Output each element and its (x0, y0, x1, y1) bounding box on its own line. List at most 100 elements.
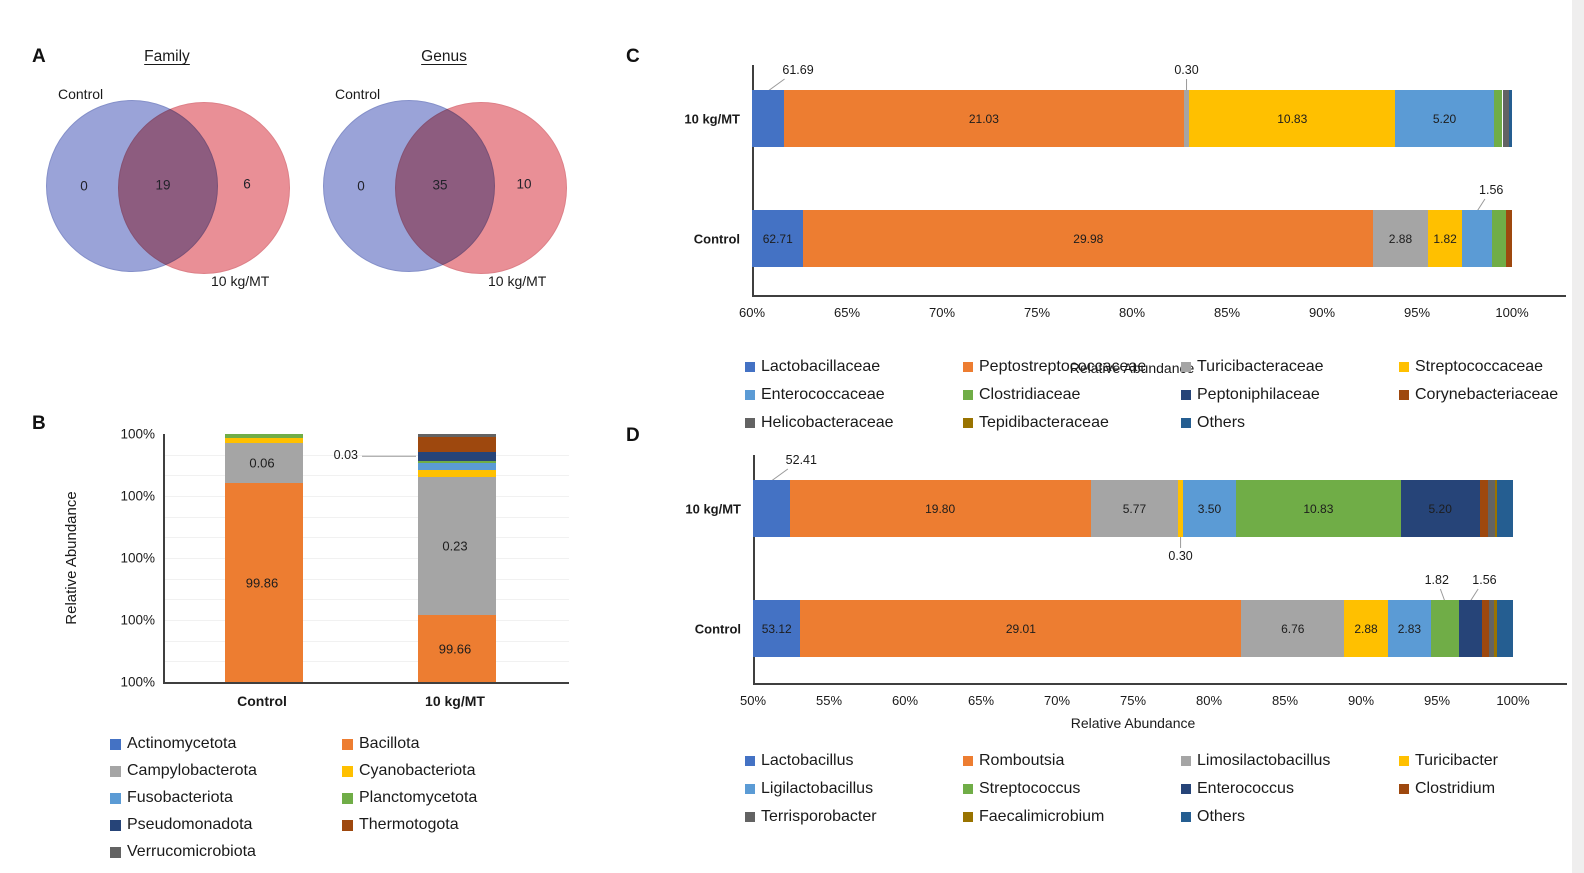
venn-family-left-label: Control (58, 86, 104, 102)
x-axis-tick-label: 65% (833, 305, 861, 320)
bar-segment-green (1236, 480, 1401, 537)
y-axis-tick-label: 100% (120, 426, 155, 442)
legend-item-label: Fusobacteriota (127, 789, 233, 806)
row-label-control: Control (693, 231, 740, 246)
legend-item-label: Verrucomicrobiota (127, 843, 256, 860)
x-axis-tick-label: 75% (1023, 305, 1051, 320)
legend-item-peptostreptococcaceae: Peptostreptococcaceae (963, 358, 1181, 376)
bar-segment-orange (789, 480, 1091, 537)
legend-item-fusobacteriota: Fusobacteriota (110, 789, 342, 807)
legend-swatch-icon (342, 738, 353, 750)
venn-family-right-count: 6 (243, 176, 251, 192)
legend-swatch-icon (1181, 362, 1191, 372)
bar-segment-navy (418, 451, 496, 461)
y-axis-tick-label: 100% (120, 550, 155, 566)
category-label-control: Control (237, 693, 287, 709)
legend-item-label: Clostridiaceae (979, 386, 1081, 403)
legend-swatch-icon (963, 756, 973, 766)
legend-swatch-icon (342, 819, 353, 831)
legend-swatch-icon (1399, 756, 1409, 766)
legend-item-label: Tepidibacteraceae (979, 414, 1109, 431)
y-axis-tick-label: 100% (120, 488, 155, 504)
legend-swatch-icon (963, 812, 973, 822)
callout-label: 0.30 (1168, 549, 1193, 563)
x-axis-tick-label: 70% (928, 305, 956, 320)
bar-segment-darkred (418, 436, 496, 452)
gridline (165, 558, 569, 559)
legend: Actinomycetota Bacillota Campylobacterota C… (110, 735, 574, 861)
segment-value-label: 10.83 (1303, 501, 1334, 516)
venn-genus-overlap-count: 35 (432, 177, 448, 193)
row-label-10-kg-mt: 10 kg/MT (685, 501, 741, 516)
legend-item-label: Actinomycetota (127, 735, 237, 752)
panel-a-label: A (32, 46, 46, 67)
bar-segment-yellow (225, 437, 303, 444)
bar-segment-green (1493, 90, 1503, 147)
venn-family-overlap-count: 19 (155, 177, 171, 193)
bar-segment-orange (800, 600, 1242, 657)
gridline (165, 661, 569, 662)
x-axis-tick-label: 100% (1496, 693, 1530, 708)
panel-b: B Relative Abundance 100% 100% 100% 100% 100… (30, 405, 630, 873)
x-axis-tick-label: 95% (1403, 305, 1431, 320)
legend-item-limosilactobacillus: Limosilactobacillus (1181, 752, 1399, 770)
legend-item-faecalimicrobium: Faecalimicrobium (963, 808, 1181, 826)
gridline (165, 620, 569, 621)
venn-genus-right-count: 10 (516, 176, 532, 192)
legend-swatch-icon (745, 362, 755, 372)
x-axis-tick-label: 85% (1271, 693, 1299, 708)
legend-swatch-icon (1181, 418, 1191, 428)
venn-family-title: Family (144, 48, 190, 65)
bar-segment-orange (784, 90, 1184, 147)
legend-swatch-icon (1399, 362, 1409, 372)
segment-value-label: 2.88 (1388, 231, 1413, 246)
legend-item-label: Terrisporobacter (761, 808, 877, 825)
legend-swatch-icon (745, 784, 755, 794)
bar-segment-gray (1183, 90, 1190, 147)
bar-segment-steel (1497, 480, 1513, 537)
legend-item-label: Helicobacteraceae (761, 414, 894, 431)
bar-segment-navy (1458, 600, 1483, 657)
legend-item-label: Streptococcus (979, 780, 1081, 797)
bar-segment-navy (1400, 480, 1480, 537)
legend-item-helicobacteraceae: Helicobacteraceae (745, 414, 963, 432)
legend-item-label: Turicibacter (1415, 752, 1498, 769)
x-axis-tick-label: 75% (1119, 693, 1147, 708)
callout-label: 61.69 (782, 63, 814, 77)
segment-value-label: 0.23 (442, 538, 468, 554)
bar-segment-blue (753, 480, 790, 537)
legend-swatch-icon (1399, 784, 1409, 794)
legend-item-label: Thermotogota (359, 816, 459, 833)
legend-item-label: Streptococcaceae (1415, 358, 1544, 375)
panel-c-label: C (626, 46, 640, 67)
x-axis-tick-label: 90% (1347, 693, 1375, 708)
segment-value-label: 5.77 (1122, 501, 1147, 516)
bar-segment-darkred (1479, 480, 1489, 537)
legend-swatch-icon (110, 792, 121, 804)
bar-segment-blue (752, 210, 804, 267)
page-edge (1572, 0, 1584, 873)
legend-item-others: Others (1181, 808, 1399, 826)
legend-swatch-icon (745, 390, 755, 400)
x-axis-tick-label: 50% (739, 693, 767, 708)
stacked-bar-10-kg-mt (753, 480, 1513, 537)
gridline (165, 599, 569, 600)
bar-segment-orange (225, 483, 303, 682)
venn-genus: Genus Control 0 35 10 10 kg/MT (307, 40, 607, 305)
legend-item-ligilactobacillus: Ligilactobacillus (745, 780, 963, 798)
segment-value-label: 19.80 (925, 501, 956, 516)
panel-c: C Relative Abundance 60% 65% 70% 75% 80% 85% 9… (620, 40, 1584, 431)
venn-genus-treatment-circle (395, 102, 567, 274)
x-axis-tick-label: 60% (891, 693, 919, 708)
legend-item-label: Campylobacterota (127, 762, 257, 779)
segment-value-label: 6.76 (1281, 621, 1305, 636)
panel-b-plot-area (163, 434, 569, 684)
legend-swatch-icon (963, 362, 973, 372)
bar-segment-green (225, 434, 303, 438)
legend-swatch-icon (963, 418, 973, 428)
legend-item-label: Lactobacillus (761, 752, 854, 769)
row-label-control: Control (694, 621, 741, 636)
segment-value-label: 5.20 (1428, 501, 1452, 516)
row-label-10-kg-mt: 10 kg/MT (684, 111, 740, 126)
